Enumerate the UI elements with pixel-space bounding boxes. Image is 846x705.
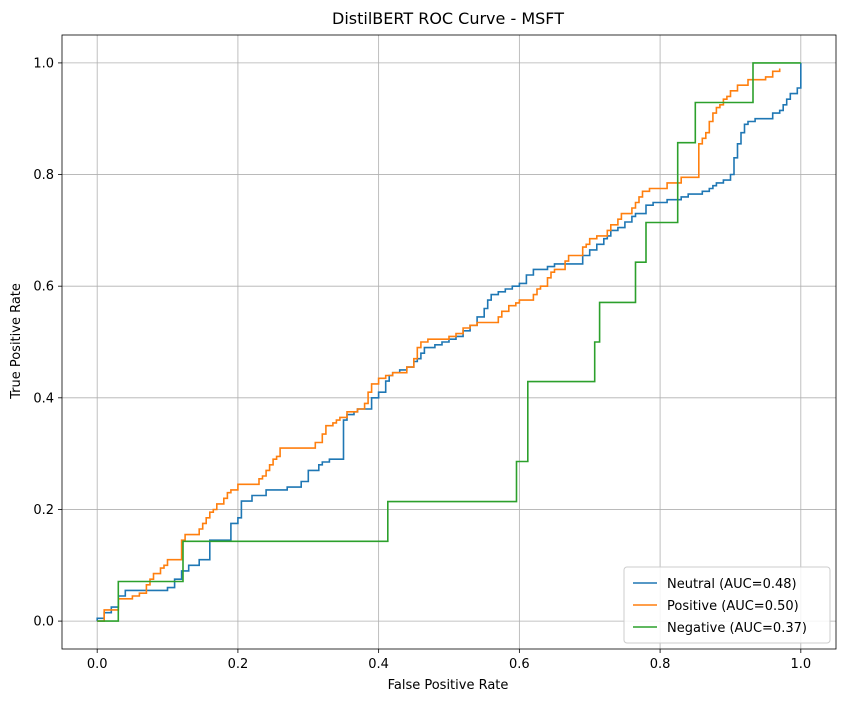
legend: Neutral (AUC=0.48) Positive (AUC=0.50) Neg… (623, 566, 831, 644)
legend-box (623, 566, 831, 644)
series-line-neutral (96, 62, 802, 622)
y-tick-label: 0.2 (33, 503, 54, 518)
legend-label: Negative (AUC=0.37) (667, 621, 807, 636)
y-tick-label: 0.6 (33, 280, 54, 295)
grid-lines (62, 35, 836, 649)
series-line-negative (97, 62, 801, 622)
x-tick-label: 0.8 (650, 657, 671, 672)
legend-label: Neutral (AUC=0.48) (667, 577, 797, 592)
x-tick-label: 0.6 (509, 657, 530, 672)
y-tick-label: 0.8 (33, 168, 54, 183)
x-tick-label: 1.0 (790, 657, 811, 672)
y-axis-label: True Positive Rate (9, 283, 24, 400)
legend-label: Positive (AUC=0.50) (667, 599, 799, 614)
series-layer (96, 62, 802, 622)
x-axis-label: False Positive Rate (388, 678, 509, 693)
y-tick-label: 0.0 (33, 615, 54, 630)
series-line-positive (97, 68, 781, 622)
axis-ticks: 0.0 0.2 0.4 0.6 0.8 1.0 0.0 0.2 0.4 0.6 0.8 1.0 (33, 56, 811, 672)
x-tick-label: 0.0 (87, 657, 108, 672)
plot-frame (61, 34, 837, 650)
x-tick-label: 0.4 (368, 657, 389, 672)
chart-title: DistilBERT ROC Curve - MSFT (332, 9, 564, 28)
x-tick-label: 0.2 (228, 657, 249, 672)
y-tick-label: 1.0 (33, 56, 54, 71)
y-tick-label: 0.4 (33, 391, 54, 406)
